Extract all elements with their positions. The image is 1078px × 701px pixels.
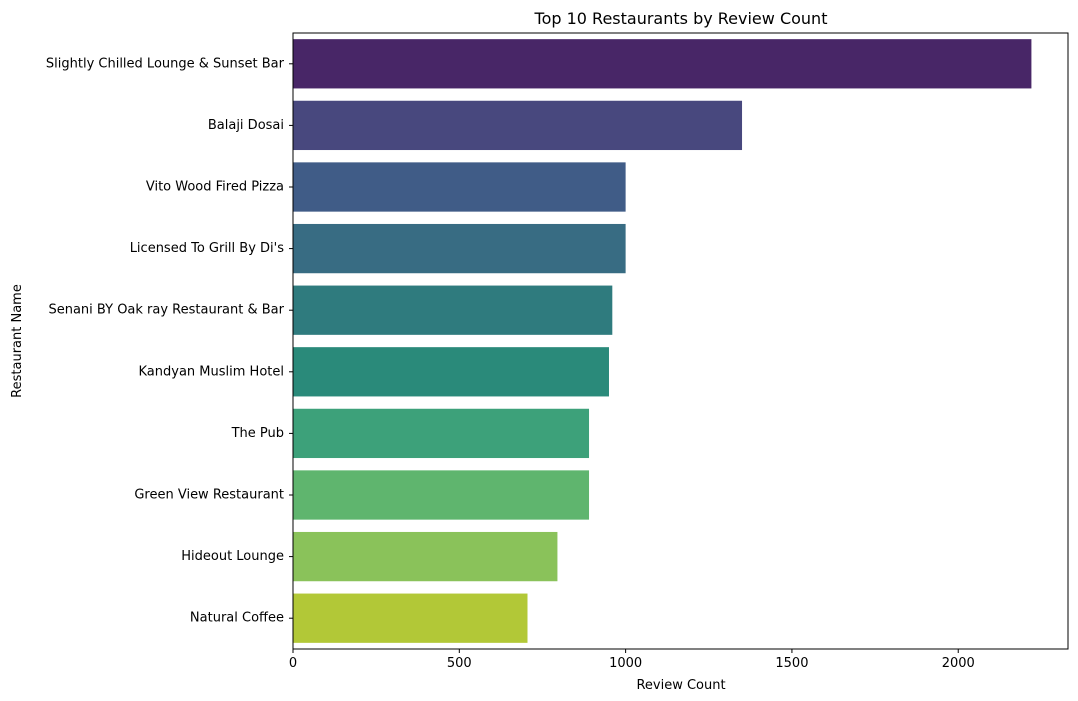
bar-1 xyxy=(293,39,1032,89)
x-tick-label: 2000 xyxy=(942,656,975,671)
y-tick-label: Hideout Lounge xyxy=(181,549,284,564)
y-tick-label: Slightly Chilled Lounge & Sunset Bar xyxy=(46,56,285,71)
bar-8 xyxy=(293,470,590,520)
plot-frame xyxy=(292,32,1069,650)
bar-5 xyxy=(293,285,613,335)
bar-3 xyxy=(293,162,626,212)
bar-10 xyxy=(293,593,528,643)
x-axis-ticks: 0 500 1000 1500 2000 xyxy=(289,649,975,671)
x-axis-title: Review Count xyxy=(636,678,725,693)
y-axis-title: Restaurant Name xyxy=(10,284,25,398)
y-tick-label: Green View Restaurant xyxy=(134,488,284,503)
bar-9 xyxy=(293,531,558,582)
y-tick-label: Licensed To Grill By Di's xyxy=(130,241,285,256)
bar-6 xyxy=(293,347,609,397)
x-tick-label: 1500 xyxy=(775,656,808,671)
x-tick-label: 1000 xyxy=(609,656,642,671)
y-tick-label: The Pub xyxy=(231,426,284,441)
bar-2 xyxy=(293,100,743,151)
y-tick-label: Kandyan Muslim Hotel xyxy=(139,364,284,379)
y-tick-label: Senani BY Oak ray Restaurant & Bar xyxy=(48,303,284,318)
x-tick-label: 500 xyxy=(447,656,472,671)
y-tick-label: Vito Wood Fired Pizza xyxy=(146,180,284,195)
y-axis-labels: Slightly Chilled Lounge & Sunset Bar Bala… xyxy=(46,56,293,626)
x-tick-label: 0 xyxy=(289,656,297,671)
axes-layer xyxy=(292,32,1069,650)
bar-7 xyxy=(293,408,590,459)
bars-layer xyxy=(293,39,1032,643)
bar-4 xyxy=(293,223,626,274)
y-tick-label: Balaji Dosai xyxy=(208,118,284,133)
y-tick-label: Natural Coffee xyxy=(190,611,284,626)
chart-title: Top 10 Restaurants by Review Count xyxy=(534,9,828,28)
